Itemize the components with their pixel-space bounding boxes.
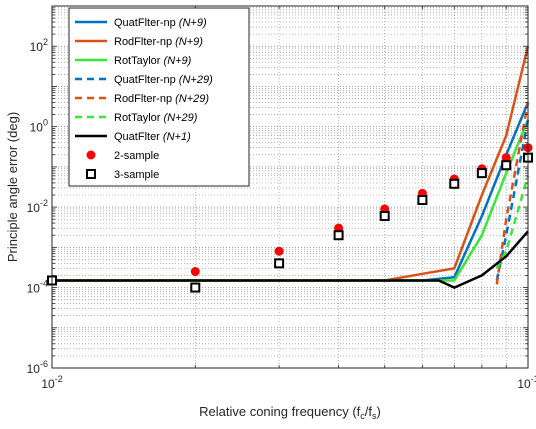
marker-3-sample (449, 178, 460, 189)
marker-3-sample (417, 195, 428, 206)
series-line (495, 102, 530, 285)
legend-label: QuatFlter (N+1) (114, 131, 191, 143)
y-tick-label: 10-4 (27, 279, 48, 296)
tick-labels: 10-2 10-1 10-6 10-4 10-2 100 102 (27, 37, 536, 391)
marker-3-sample (501, 160, 512, 171)
x-tick-label: 10-2 (41, 374, 62, 391)
x-tick-label: 10-1 (517, 374, 536, 391)
marker-3-sample (379, 211, 390, 222)
series-line (495, 119, 530, 281)
y-tick-label: 100 (30, 118, 48, 135)
marker-2-sample (274, 246, 284, 256)
legend-swatch (86, 169, 96, 179)
marker-3-sample (274, 258, 285, 269)
axis-ticks (52, 6, 528, 369)
marker-3-sample (190, 282, 201, 293)
legend-swatch (86, 150, 96, 160)
legend-label: RodFlter-np (N+29) (114, 93, 209, 105)
legend-label: QuatFlter-np (N+9) (114, 17, 207, 29)
marker-3-sample (476, 168, 487, 179)
plot-frame (51, 5, 529, 369)
legend-label: 2-sample (114, 150, 159, 162)
marker-2-sample (501, 153, 511, 163)
legend-label: RotTaylor (N+29) (114, 112, 198, 124)
legend-label: RodFlter-np (N+9) (114, 36, 203, 48)
legend-label: RotTaylor (N+9) (114, 55, 192, 67)
y-tick-label: 10-6 (27, 359, 48, 376)
series-line (52, 230, 529, 289)
legend-label: QuatFlter-np (N+29) (114, 74, 213, 86)
y-tick-label: 10-2 (27, 198, 48, 215)
minor-gridlines (52, 6, 528, 368)
major-gridlines (52, 45, 528, 329)
y-tick-label: 102 (30, 37, 48, 54)
legend-label: 3-sample (114, 169, 159, 181)
x-axis-label: Relative coning frequency (fc/fs) (199, 404, 381, 421)
marker-2-sample (190, 267, 200, 277)
marker-3-sample (333, 230, 344, 241)
y-axis-label: Principle angle error (deg) (5, 112, 20, 262)
legend: QuatFlter-np (N+9) RodFlter-np (N+9) RotTa… (68, 7, 250, 187)
